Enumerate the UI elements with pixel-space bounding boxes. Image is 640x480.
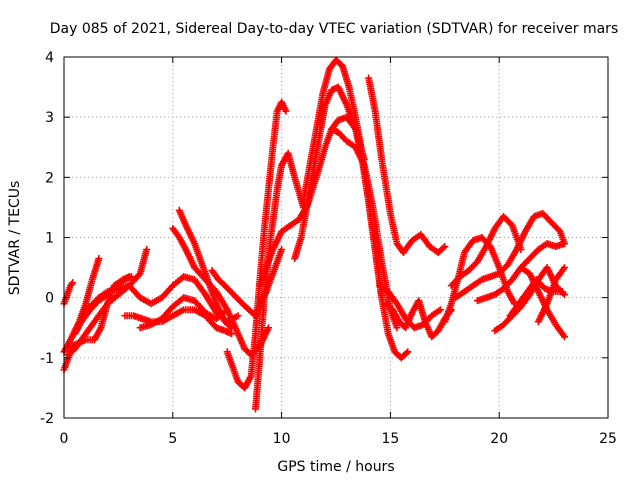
data-point	[555, 226, 563, 234]
series-track-e	[64, 246, 151, 359]
series-track-x	[452, 209, 568, 302]
y-tick-label: -1	[40, 351, 54, 367]
data-point	[439, 244, 447, 252]
gridlines	[64, 57, 608, 418]
data-point	[436, 306, 444, 314]
series-track-f	[77, 282, 133, 320]
data-point	[560, 333, 568, 341]
data-point	[278, 246, 286, 254]
series-track-w	[447, 212, 525, 290]
data-point	[68, 280, 76, 288]
x-tick-label: 5	[168, 431, 177, 447]
data-point	[393, 324, 401, 332]
x-axis-label: GPS time / hours	[277, 459, 394, 475]
y-tick-label: 1	[45, 231, 54, 247]
y-tick-label: 2	[45, 170, 54, 186]
data-point	[228, 324, 236, 332]
x-tick-label: 10	[273, 431, 291, 447]
data-points	[60, 56, 568, 413]
x-tick-label: 15	[381, 431, 399, 447]
data-point	[441, 243, 449, 251]
y-tick-label: 4	[45, 50, 54, 66]
series-track-r	[328, 125, 401, 332]
series-track-y	[473, 240, 568, 305]
x-tick-label: 0	[60, 431, 69, 447]
y-axis-label: SDTVAR / TECUs	[7, 181, 23, 296]
data-point	[228, 330, 236, 338]
series-track-s	[365, 74, 449, 257]
series-track-ac	[534, 264, 568, 326]
y-tick-label: 0	[45, 291, 54, 307]
y-tick-label: -2	[40, 411, 54, 427]
data-point	[507, 220, 515, 228]
data-point	[95, 255, 103, 263]
x-tick-label: 25	[599, 431, 617, 447]
series-track-k	[175, 206, 236, 332]
x-tick-labels: 0 5 10 15 20 25	[60, 431, 617, 447]
data-point	[560, 240, 568, 248]
series-track-ab	[517, 264, 568, 341]
data-point	[69, 279, 77, 287]
axis-ticks	[63, 56, 609, 419]
data-point	[265, 324, 273, 332]
x-tick-label: 20	[490, 431, 508, 447]
data-point	[226, 323, 234, 331]
series-track-g	[121, 306, 236, 338]
series-track-b	[60, 279, 77, 308]
data-point	[135, 271, 143, 279]
y-tick-label: 3	[45, 110, 54, 126]
data-point	[234, 312, 242, 320]
series-track-h	[125, 273, 242, 326]
data-point	[403, 349, 411, 357]
y-tick-labels: -2 -1 0 1 2 3 4	[40, 50, 54, 427]
chart-title: Day 085 of 2021, Sidereal Day-to-day VTE…	[50, 21, 618, 37]
data-point	[143, 246, 151, 254]
data-point	[404, 348, 412, 356]
data-point	[560, 264, 568, 272]
data-point	[282, 107, 290, 115]
data-point	[558, 288, 566, 296]
series-track-u	[376, 282, 444, 332]
